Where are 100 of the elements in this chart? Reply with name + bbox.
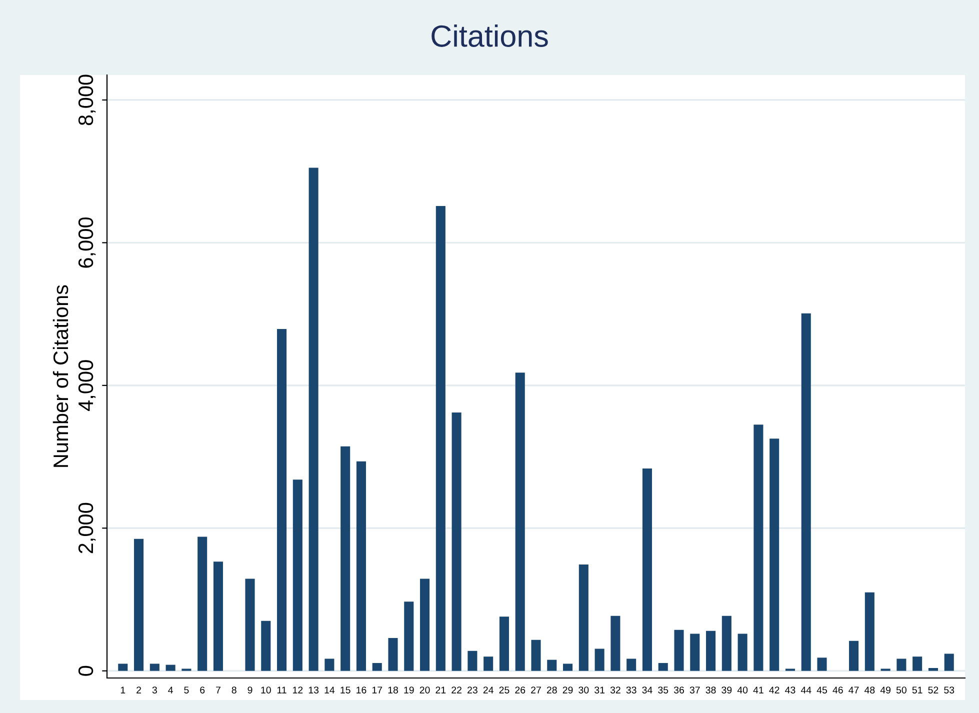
x-tick-label: 23	[468, 686, 478, 694]
bar	[261, 620, 271, 671]
x-tick-label: 19	[404, 686, 414, 694]
x-tick-label: 20	[420, 686, 430, 694]
bar	[150, 664, 160, 671]
x-tick-label: 38	[706, 686, 716, 694]
bar	[308, 168, 318, 671]
x-tick-label: 53	[944, 686, 954, 694]
x-tick-label: 15	[340, 686, 350, 694]
y-tick-label: 8,000	[78, 74, 96, 126]
bar	[118, 664, 128, 671]
x-tick-label: 49	[880, 686, 890, 694]
bar	[563, 664, 573, 671]
x-tick-label: 27	[531, 686, 541, 694]
bar	[452, 412, 462, 671]
bar	[864, 592, 874, 671]
x-tick-label: 43	[785, 686, 796, 694]
x-tick-label: 2	[136, 686, 141, 694]
x-tick-label: 3	[152, 686, 157, 694]
x-tick-label: 33	[626, 686, 636, 694]
x-tick-label: 46	[832, 686, 843, 694]
x-tick-label: 29	[562, 686, 573, 694]
x-tick-label: 40	[737, 686, 748, 694]
x-tick-label: 21	[436, 686, 446, 694]
x-tick-label: 4	[168, 686, 173, 694]
x-tick-label: 12	[293, 686, 303, 694]
x-tick-label: 18	[388, 686, 398, 694]
x-tick-label: 7	[216, 686, 220, 694]
bar	[547, 660, 557, 671]
bar	[340, 446, 350, 671]
x-tick-label: 34	[642, 686, 652, 694]
bar	[356, 461, 366, 671]
bar	[277, 329, 287, 671]
bar	[245, 578, 255, 671]
x-tick-label: 37	[690, 686, 700, 694]
x-tick-label: 6	[200, 686, 205, 694]
y-axis-title: Number of Citations	[52, 285, 68, 467]
bar	[706, 630, 716, 671]
x-tick-label: 51	[912, 686, 922, 694]
x-tick-label: 47	[848, 686, 859, 694]
x-tick-label: 30	[578, 686, 589, 694]
x-tick-label: 39	[722, 686, 732, 694]
x-tick-label: 16	[356, 686, 366, 694]
bar	[372, 663, 382, 671]
bar	[594, 648, 604, 671]
bar	[754, 424, 764, 671]
bar	[468, 650, 478, 671]
bar	[801, 313, 811, 671]
bar	[849, 640, 859, 671]
x-tick-label: 14	[324, 686, 335, 694]
bar	[642, 468, 652, 671]
x-tick-label: 31	[594, 686, 604, 694]
x-tick-label: 32	[610, 686, 620, 694]
x-tick-label: 28	[546, 686, 557, 694]
y-tick-label: 2,000	[78, 502, 96, 554]
x-tick-label: 41	[753, 686, 764, 694]
bar	[420, 578, 430, 671]
bar	[134, 538, 144, 671]
x-tick-label: 11	[277, 686, 286, 694]
bar	[928, 668, 938, 671]
x-tick-label: 48	[864, 686, 875, 694]
x-tick-label: 35	[658, 686, 668, 694]
x-tick-label: 9	[248, 686, 252, 694]
bar	[404, 602, 414, 671]
bar	[499, 616, 509, 671]
bar	[515, 372, 525, 671]
bar	[912, 656, 922, 671]
x-tick-label: 10	[261, 686, 271, 694]
bar	[738, 634, 748, 671]
bar	[484, 656, 494, 671]
bar	[388, 638, 398, 671]
bar	[658, 663, 668, 671]
x-tick-label: 26	[515, 686, 526, 694]
x-tick-label: 36	[674, 686, 684, 694]
x-tick-label: 45	[816, 686, 827, 694]
bar	[436, 206, 446, 671]
bar	[944, 654, 954, 671]
bar	[198, 536, 208, 671]
y-tick-label: 6,000	[78, 217, 96, 268]
x-tick-label: 52	[928, 686, 938, 694]
x-tick-label: 8	[232, 686, 236, 694]
bar	[626, 658, 636, 671]
x-tick-label: 17	[372, 686, 382, 694]
bar	[166, 664, 176, 671]
x-tick-label: 13	[308, 686, 319, 694]
chart-title: Citations	[432, 24, 548, 47]
bar	[213, 562, 223, 671]
bar	[610, 616, 620, 671]
x-tick-label: 44	[800, 686, 812, 694]
bar	[770, 438, 780, 671]
x-tick-label: 24	[483, 686, 494, 694]
bar	[674, 630, 684, 671]
bar	[531, 640, 541, 671]
bar	[292, 480, 302, 671]
bar	[578, 564, 588, 671]
y-tick-label: 0	[78, 666, 94, 676]
x-tick-label: 22	[452, 686, 462, 694]
bar	[324, 658, 334, 671]
bar	[722, 616, 732, 671]
x-tick-label: 42	[769, 686, 780, 694]
